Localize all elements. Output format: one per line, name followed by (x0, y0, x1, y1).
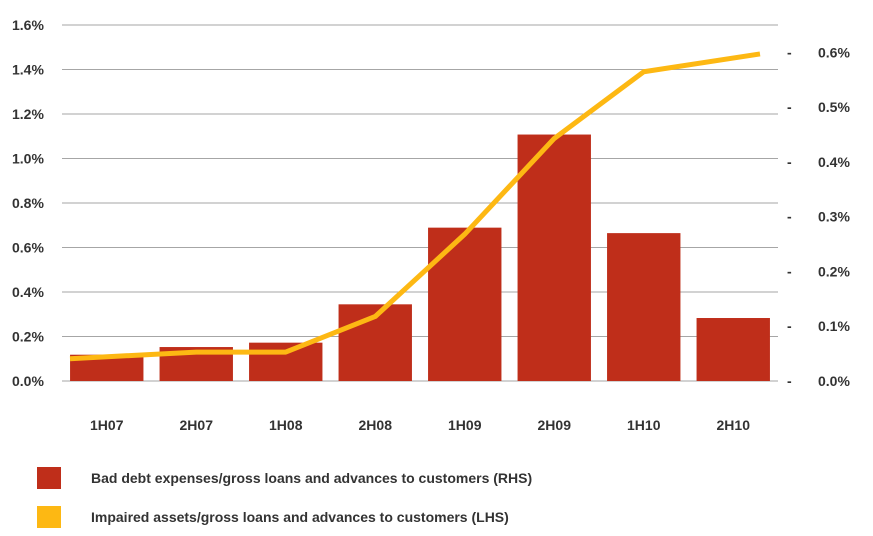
y-right-tick-label: 0.6% (818, 44, 850, 60)
legend-item-bad-debt: Bad debt expenses/gross loans and advanc… (37, 467, 857, 497)
y-left-tick-label: 1.0% (12, 151, 44, 167)
y-right-tick-mark: - (787, 373, 792, 389)
y-right-tick-label: 0.2% (818, 263, 850, 279)
bar (518, 135, 591, 381)
legend-label-bad-debt: Bad debt expenses/gross loans and advanc… (91, 470, 532, 486)
combo-chart: 0.0% 0.2% 0.4% 0.6% 0.8% 1.0% 1.2% 1.4% 1.6% - 0.0… (0, 0, 873, 450)
bar (428, 228, 501, 381)
y-right-tick-mark: - (787, 99, 792, 115)
y-right-tick-mark: - (787, 318, 792, 334)
y-left-tick-label: 0.6% (12, 240, 44, 256)
y-right-tick-mark: - (787, 263, 792, 279)
bar (249, 343, 322, 381)
legend-swatch-bad-debt (37, 467, 61, 489)
legend-item-impaired-assets: Impaired assets/gross loans and advances… (37, 506, 857, 536)
y-right-tick-mark: - (787, 209, 792, 225)
y-left-tick-label: 1.6% (12, 17, 44, 33)
y-right-tick-mark: - (787, 154, 792, 170)
y-right-tick-label: 0.0% (818, 373, 850, 389)
y-right-tick-label: 0.3% (818, 209, 850, 225)
legend-label-impaired-assets: Impaired assets/gross loans and advances… (91, 509, 509, 525)
y-left-tick-label: 0.8% (12, 195, 44, 211)
y-right-tick-mark: - (787, 44, 792, 60)
y-right-tick-label: 0.1% (818, 318, 850, 334)
x-tick-label: 1H09 (448, 417, 482, 433)
legend-swatch-impaired-assets (37, 506, 61, 528)
x-tick-label: 1H08 (269, 417, 303, 433)
x-tick-label: 1H10 (627, 417, 661, 433)
y-left-tick-label: 0.2% (12, 329, 44, 345)
x-tick-label: 2H07 (180, 417, 214, 433)
y-left-tick-label: 1.2% (12, 106, 44, 122)
y-left-tick-label: 0.0% (12, 373, 44, 389)
y-left-tick-label: 0.4% (12, 284, 44, 300)
y-right-tick-label: 0.5% (818, 99, 850, 115)
x-tick-label: 2H08 (359, 417, 393, 433)
bar (607, 233, 680, 381)
bar (697, 318, 770, 381)
x-tick-label: 2H09 (538, 417, 572, 433)
y-left-tick-label: 1.4% (12, 62, 44, 78)
y-right-tick-label: 0.4% (818, 154, 850, 170)
x-tick-label: 1H07 (90, 417, 124, 433)
x-tick-label: 2H10 (717, 417, 751, 433)
